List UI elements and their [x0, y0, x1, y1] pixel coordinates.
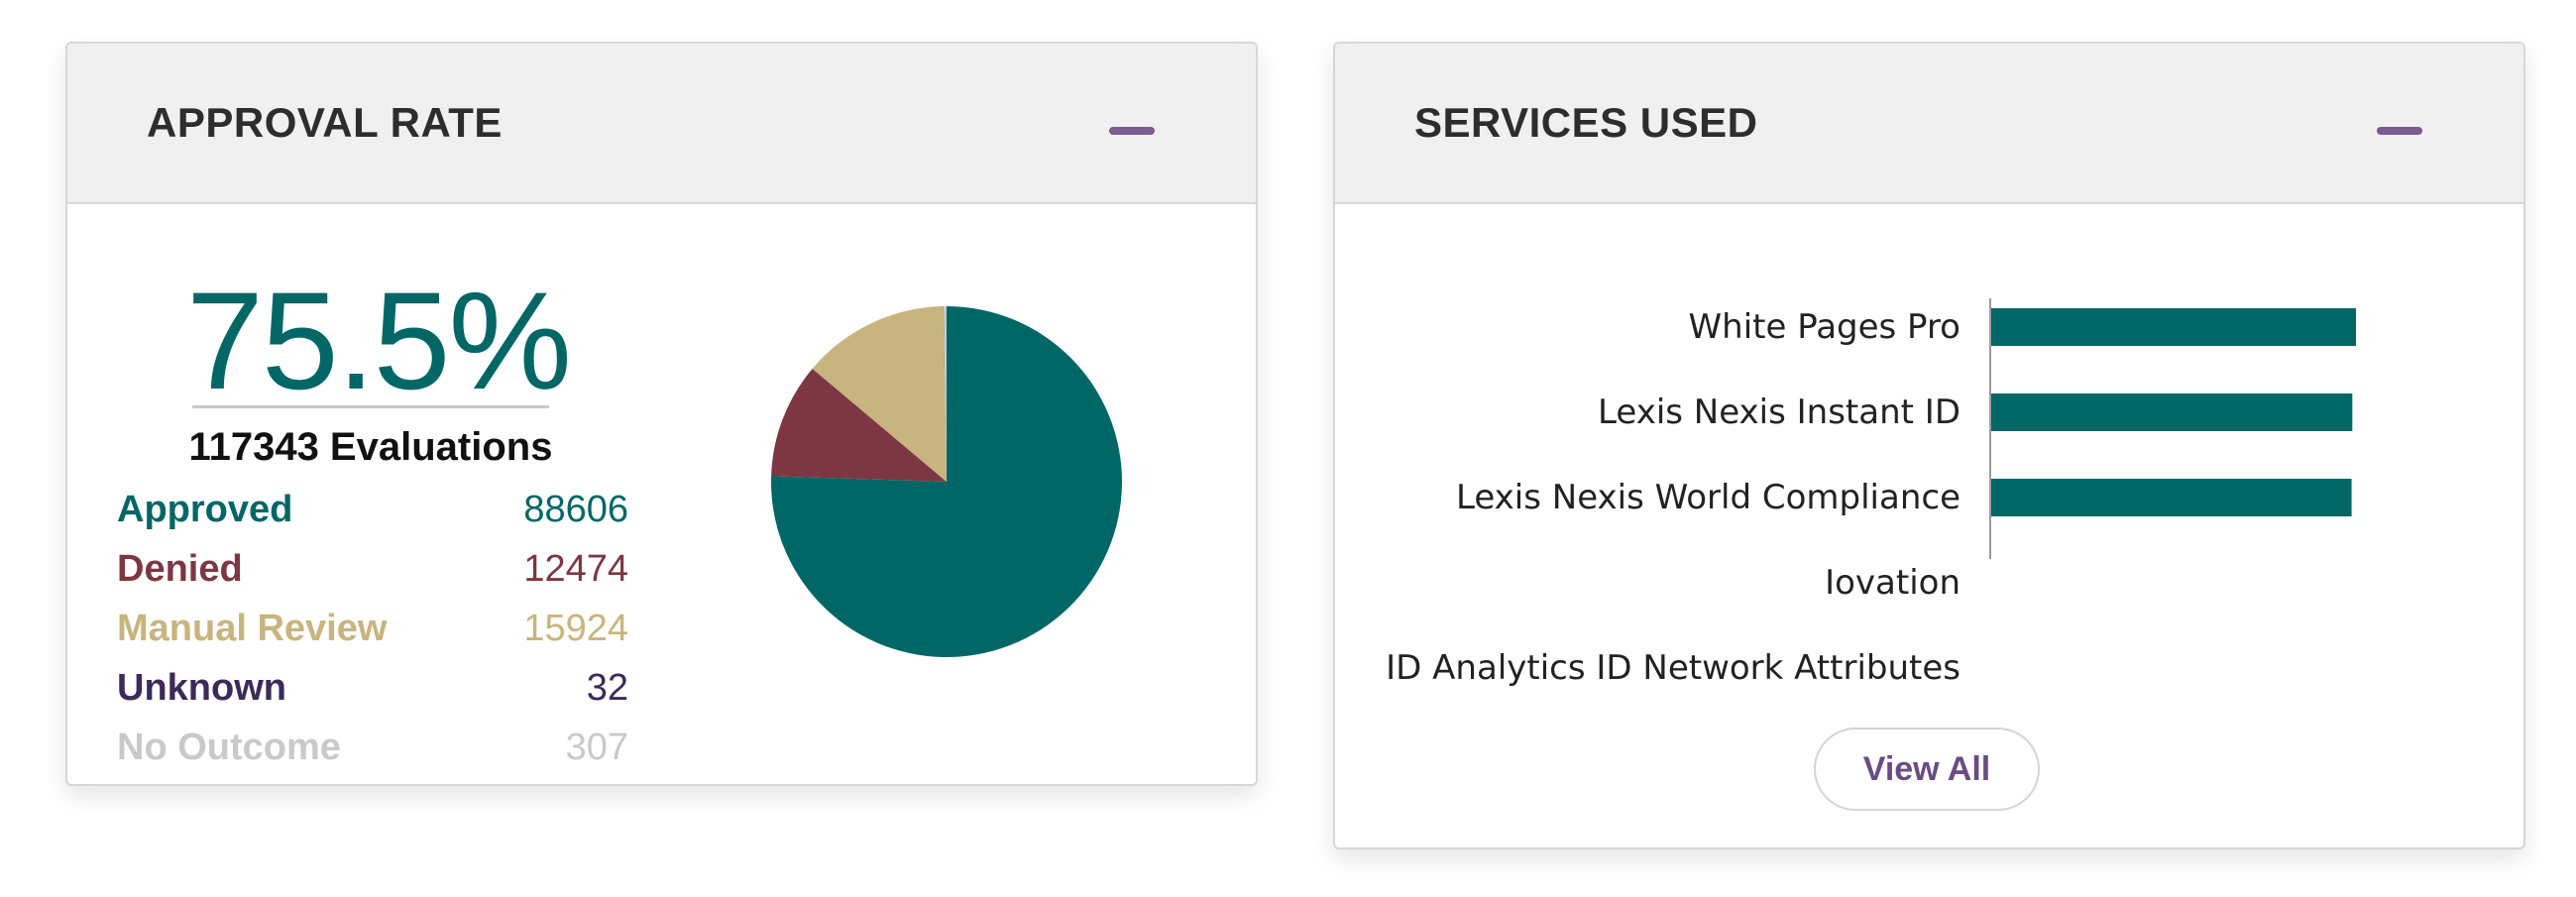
approval-card-title: APPROVAL RATE — [147, 99, 503, 146]
stat-value: 307 — [565, 727, 628, 768]
stat-label: Denied — [117, 548, 243, 590]
stat-row-manual-review: Manual Review 15924 — [117, 599, 628, 658]
pie-slice-denied — [771, 368, 947, 482]
approval-collapse-button[interactable] — [1105, 113, 1157, 149]
pie-slice-unknown — [943, 306, 947, 482]
stat-value: 32 — [586, 667, 628, 709]
stat-row-no-outcome: No Outcome 307 — [117, 718, 628, 777]
approval-rate-value: 75.5% — [186, 263, 572, 418]
service-bar-label: Lexis Nexis World Compliance — [1456, 478, 1960, 517]
view-all-button[interactable]: View All — [1814, 728, 2040, 811]
service-bar — [1991, 308, 2356, 346]
pie-slice-no-outcome — [944, 306, 947, 482]
services-card-title: SERVICES USED — [1414, 99, 1758, 146]
approval-rate-card: APPROVAL RATE 75.5% 117343 Evaluations A… — [65, 42, 1258, 786]
stat-value: 88606 — [523, 489, 628, 530]
services-card-header: SERVICES USED — [1335, 44, 2523, 204]
stat-label: Manual Review — [117, 608, 388, 649]
stat-label: Approved — [117, 489, 293, 530]
service-bar-label: White Pages Pro — [1688, 307, 1960, 347]
service-bar — [1991, 479, 2352, 516]
services-used-card: SERVICES USED White Pages Pro Lexis Nexis… — [1333, 42, 2525, 849]
stat-row-approved: Approved 88606 — [117, 480, 628, 539]
service-bar-label: Iovation — [1825, 563, 1960, 603]
stat-label: Unknown — [117, 667, 286, 709]
minus-icon — [2377, 127, 2422, 135]
service-bar-label: ID Analytics ID Network Attributes — [1386, 648, 1960, 688]
service-bar — [1991, 393, 2353, 431]
stat-row-unknown: Unknown 32 — [117, 658, 628, 718]
stat-value: 12474 — [523, 548, 628, 590]
minus-icon — [1109, 127, 1155, 135]
bar-chart-svg — [1989, 298, 2356, 559]
stat-value: 15924 — [523, 608, 628, 649]
evaluations-count: 117343 Evaluations — [188, 425, 553, 469]
pie-slice-manual-review — [812, 306, 947, 482]
services-collapse-button[interactable] — [2373, 113, 2424, 149]
stat-row-denied: Denied 12474 — [117, 539, 628, 599]
approval-card-header: APPROVAL RATE — [67, 44, 1256, 204]
rate-divider — [192, 405, 549, 408]
service-bar-label: Lexis Nexis Instant ID — [1598, 392, 1960, 432]
approval-pie-chart — [771, 306, 1122, 657]
stat-label: No Outcome — [117, 727, 341, 768]
